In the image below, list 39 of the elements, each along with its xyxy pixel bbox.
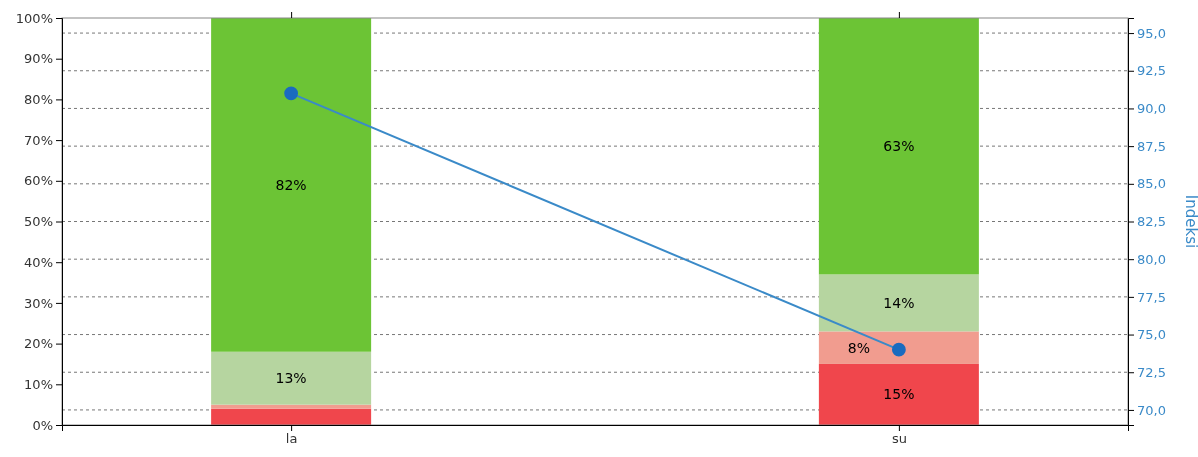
x-tick-label: su [891,431,907,447]
y-tick-label: 40% [24,254,53,270]
data-label: 15% [883,386,915,403]
bar [211,351,372,405]
bar [818,274,979,332]
y-tick-label: 100% [15,10,53,26]
y-tick-label: 30% [24,295,53,311]
y2-tick-label: 80,0 [1137,251,1166,267]
bar [211,408,372,425]
bar [818,363,979,425]
bar [211,18,372,352]
y2-tick-label: 87,5 [1137,138,1166,154]
y2-tick-label: 95,0 [1137,25,1166,41]
data-label: 82% [275,176,307,193]
y-tick-label: 10% [24,376,53,392]
y-tick-label: 60% [24,173,53,189]
data-label: 8% [847,339,870,356]
data-label: 13% [275,370,307,387]
y2-tick-label: 75,0 [1137,327,1166,343]
y2-tick-label: 85,0 [1137,176,1166,192]
y-tick-label: 50% [24,214,53,230]
y2-tick-label: 92,5 [1137,63,1166,79]
x-tick-label: la [285,431,298,447]
y2-tick-label: 90,0 [1137,101,1166,117]
y2-tick-label: 72,5 [1137,364,1166,380]
y2-tick-label: 82,5 [1137,214,1166,230]
data-label: 14% [883,294,915,311]
y-tick-label: 0% [32,417,53,433]
bar [818,18,979,275]
bar [211,404,372,409]
y-tick-label: 80% [24,92,53,108]
y2-tick-label: 70,0 [1137,402,1166,418]
data-label: 63% [883,138,915,155]
y2-tick-label: 77,5 [1137,289,1166,305]
y-tick-label: 70% [24,132,53,148]
y2-axis-title: Indeksi [1182,194,1198,249]
bar [818,331,979,364]
y-tick-label: 20% [24,336,53,352]
y-tick-label: 90% [24,51,53,67]
